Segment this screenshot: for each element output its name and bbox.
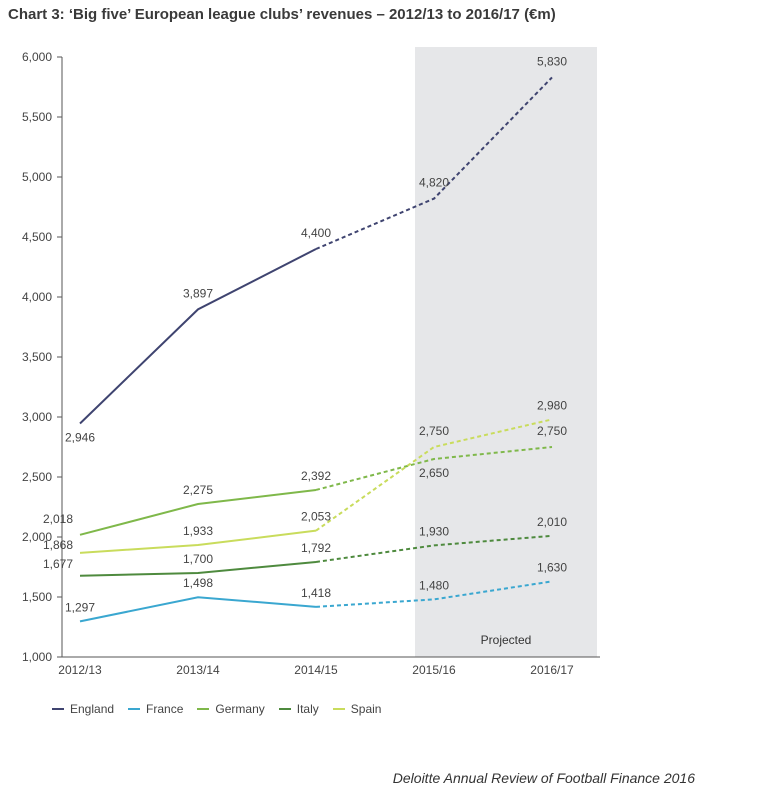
series-projection-france bbox=[315, 580, 553, 608]
data-label-italy: 1,930 bbox=[419, 524, 449, 538]
data-label-germany: 2,275 bbox=[183, 483, 213, 497]
data-label-spain: 2,980 bbox=[537, 398, 567, 412]
x-tick-label: 2016/17 bbox=[530, 663, 574, 677]
legend-item-italy: Italy bbox=[278, 702, 319, 716]
y-tick-label: 6,000 bbox=[22, 50, 52, 64]
data-label-spain: 2,053 bbox=[301, 510, 331, 524]
source-note: Deloitte Annual Review of Football Finan… bbox=[392, 770, 695, 786]
y-tick-label: 5,000 bbox=[22, 170, 52, 184]
y-tick-label: 4,000 bbox=[22, 290, 52, 304]
legend-swatch bbox=[332, 708, 345, 710]
x-tick-label: 2015/16 bbox=[412, 663, 456, 677]
data-label-italy: 2,010 bbox=[537, 515, 567, 529]
series-line-england bbox=[79, 248, 317, 425]
data-label-spain: 1,933 bbox=[183, 524, 213, 538]
y-tick-label: 1,500 bbox=[22, 590, 52, 604]
x-ticks: 2012/13 2013/14 2014/15 2015/16 2016/17 bbox=[58, 663, 574, 677]
y-tick-label: 2,000 bbox=[22, 530, 52, 544]
x-tick-label: 2012/13 bbox=[58, 663, 102, 677]
legend-swatch bbox=[278, 708, 291, 710]
data-label-italy: 1,700 bbox=[183, 552, 213, 566]
series-projection-germany bbox=[315, 446, 553, 491]
y-tick-label: 1,000 bbox=[22, 650, 52, 664]
series-line-france bbox=[79, 596, 317, 623]
series-projection-spain bbox=[315, 418, 553, 532]
data-label-england: 5,830 bbox=[537, 54, 567, 68]
legend-label: Italy bbox=[296, 702, 319, 716]
legend-label: Spain bbox=[350, 702, 382, 716]
legend-item-germany: Germany bbox=[197, 702, 265, 716]
series-projection-italy bbox=[315, 534, 553, 563]
data-label-germany: 2,750 bbox=[537, 424, 567, 438]
x-tick-label: 2014/15 bbox=[294, 663, 338, 677]
data-label-italy: 1,677 bbox=[43, 557, 73, 571]
legend-label: England bbox=[70, 702, 115, 716]
y-tick-label: 3,500 bbox=[22, 350, 52, 364]
data-label-france: 1,297 bbox=[65, 600, 95, 614]
data-label-england: 2,946 bbox=[65, 430, 95, 444]
data-label-england: 4,820 bbox=[419, 176, 449, 190]
data-label-england: 3,897 bbox=[183, 286, 213, 300]
legend-item-france: France bbox=[128, 702, 183, 716]
legend-label: France bbox=[146, 702, 184, 716]
series-projection-england bbox=[315, 76, 553, 250]
legend-swatch bbox=[197, 708, 210, 710]
data-label-france: 1,498 bbox=[183, 576, 213, 590]
data-label-spain: 1,868 bbox=[43, 538, 73, 552]
data-label-germany: 2,018 bbox=[43, 512, 73, 526]
legend-label: Germany bbox=[215, 702, 265, 716]
data-label-italy: 1,792 bbox=[301, 541, 331, 555]
data-labels: 2,946 3,897 4,400 4,820 5,830 1,297 1,498 1,418… bbox=[43, 54, 567, 614]
y-tick-label: 2,500 bbox=[22, 470, 52, 484]
legend-swatch bbox=[128, 708, 141, 710]
data-label-france: 1,418 bbox=[301, 586, 331, 600]
legend-swatch bbox=[52, 708, 64, 710]
data-label-spain: 2,750 bbox=[419, 424, 449, 438]
series-lines bbox=[79, 76, 553, 623]
data-label-germany: 2,650 bbox=[419, 466, 449, 480]
chart-title: Chart 3: ‘Big five’ European league club… bbox=[8, 6, 556, 23]
y-ticks: 1,000 1,500 2,000 2,500 3,000 3,500 4,000 4,500… bbox=[22, 50, 62, 664]
x-tick-label: 2013/14 bbox=[176, 663, 220, 677]
legend: England France Germany Italy Spain bbox=[52, 702, 381, 716]
series-line-spain bbox=[79, 529, 317, 554]
legend-item-spain: Spain bbox=[332, 702, 382, 716]
data-label-france: 1,480 bbox=[419, 578, 449, 592]
projected-label: Projected bbox=[481, 633, 532, 647]
series-line-germany bbox=[79, 488, 317, 536]
y-tick-label: 3,000 bbox=[22, 410, 52, 424]
series-line-italy bbox=[79, 560, 317, 577]
data-label-france: 1,630 bbox=[537, 560, 567, 574]
y-tick-label: 5,500 bbox=[22, 110, 52, 124]
legend-item-england: England bbox=[52, 702, 114, 716]
projected-band bbox=[415, 47, 597, 657]
data-label-england: 4,400 bbox=[301, 226, 331, 240]
data-label-germany: 2,392 bbox=[301, 469, 331, 483]
y-tick-label: 4,500 bbox=[22, 230, 52, 244]
